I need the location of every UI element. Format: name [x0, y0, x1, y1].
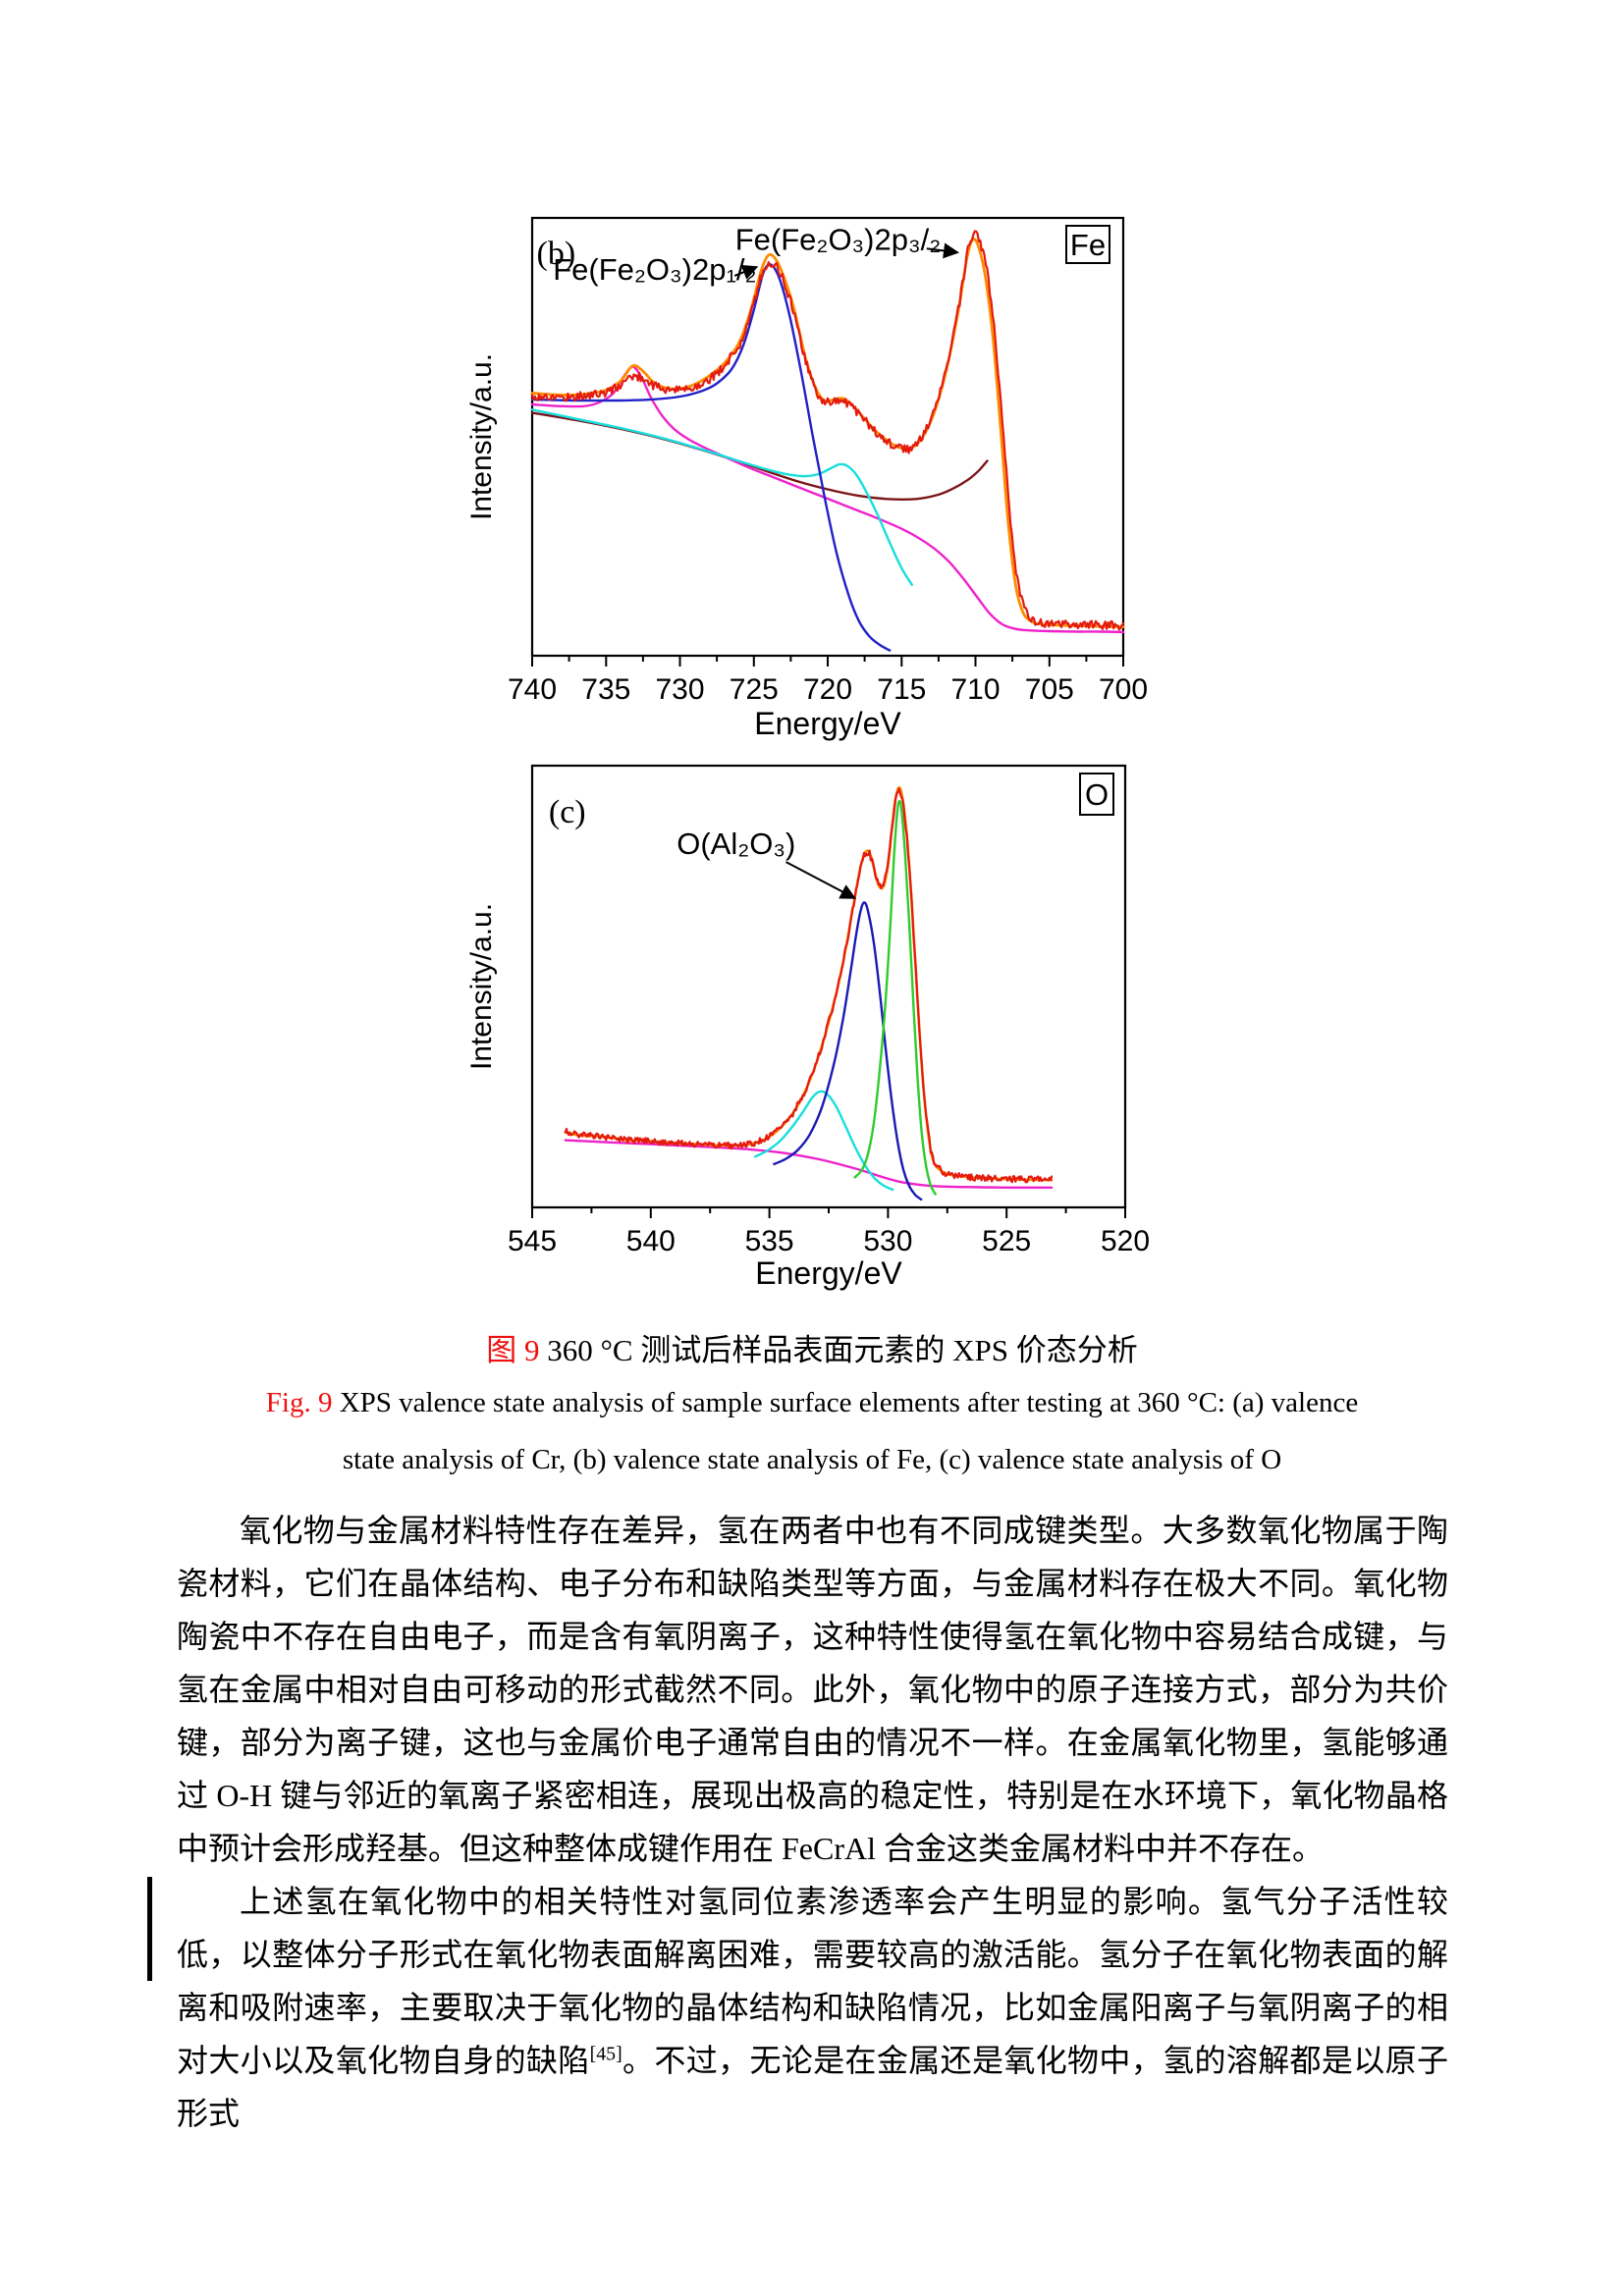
raw-data-line: [564, 787, 1054, 1184]
citation-reference-45: [45]: [589, 2043, 623, 2065]
x-axis-tick-label: 530: [863, 1225, 912, 1257]
element-legend-box: [1079, 773, 1114, 816]
chart-annotation-label: Fe(Fe₂O₃)2p₃/₂: [735, 223, 942, 257]
x-axis-tick-label: 540: [626, 1225, 676, 1257]
plot-border: [530, 764, 1127, 1209]
figure-caption-en-line1: Fig. 9 XPS valence state analysis of sam…: [0, 1384, 1624, 1421]
fit-envelope-line: [564, 786, 1054, 1182]
xps-chart-fe: 740 735 730 725 720 715 710 705 700 Energy/eV Inte…: [465, 216, 1148, 741]
x-axis-tick-label: 520: [1101, 1225, 1149, 1257]
paragraph-hydrogen-permeation: 上述氢在氧化物中的相关特性对氢同位素渗透率会产生明显的影响。氢气分子活性较低，以…: [177, 1875, 1448, 2140]
x-axis-tick-label: 545: [508, 1225, 557, 1257]
x-axis-tick-label: 720: [803, 673, 852, 706]
xps-chart-o: 545 540 535 530 525 520 Energy/eV Intensity/a.u…: [465, 764, 1149, 1291]
x-axis-tick-label: 725: [730, 673, 779, 706]
peak-annotation-arrow: [785, 861, 857, 899]
figure-caption-zh: 图 9 360 °C 测试后样品表面元素的 XPS 价态分析: [0, 1331, 1624, 1370]
x-axis-tick-label: 710: [950, 673, 1000, 706]
y-axis-title: Intensity/a.u.: [465, 353, 498, 520]
figure-caption-en-text: XPS valence state analysis of sample sur…: [332, 1387, 1359, 1418]
fit-envelope-line: [530, 238, 1125, 628]
x-axis-tick-label: 535: [745, 1225, 794, 1257]
chart-annotation-label: (b): [537, 236, 576, 272]
chart-annotation-label: Fe(Fe₂O₃)2p₁/₂: [553, 252, 756, 287]
peak-annotation-arrow: [733, 264, 759, 280]
element-legend-label: Fe: [1070, 228, 1106, 262]
x-axis-tick-label: 525: [982, 1225, 1031, 1257]
satellite-719-line: [530, 408, 913, 586]
fe2p12-component-line: [530, 263, 892, 652]
element-legend-box: [1065, 225, 1110, 264]
background-satellite-733-line: [530, 365, 1125, 634]
al2o3-component-line: [773, 901, 923, 1201]
x-axis-title: Energy/eV: [754, 706, 901, 741]
background-line: [564, 1139, 1054, 1189]
body-text: 氧化物与金属材料特性存在差异，氢在两者中也有不同成键类型。大多数氧化物属于陶瓷材…: [177, 1504, 1448, 2140]
figure-caption-en-line2: state analysis of Cr, (b) valence state …: [342, 1444, 1282, 1475]
x-axis-tick-label: 700: [1099, 673, 1148, 706]
figure-caption-en-label: Fig. 9: [265, 1387, 333, 1418]
x-axis-tick-label: 730: [655, 673, 704, 706]
figure-caption-zh-label: 图 9: [486, 1333, 540, 1367]
x-axis-tick-label: 735: [581, 673, 630, 706]
x-axis-tick-label: 705: [1025, 673, 1074, 706]
revision-change-bar: [147, 1877, 152, 1981]
chart-annotation-label: (c): [549, 794, 586, 830]
paragraph-2-text: 上述氢在氧化物中的相关特性对氢同位素渗透率会产生明显的影响。氢气分子活性较低，以…: [177, 1884, 1448, 2078]
paragraph-2-continuation: 。不过，无论是在金属还是氧化物中，氢的溶解都是以原子形式: [177, 2043, 1448, 2131]
x-axis-tick-label: 715: [877, 673, 926, 706]
raw-data-line: [530, 230, 1125, 631]
x-axis-tick-label: 740: [508, 673, 557, 706]
x-axis-title: Energy/eV: [755, 1255, 902, 1291]
element-legend-label: O: [1085, 777, 1109, 812]
paragraph-oxide-bonding: 氧化物与金属材料特性存在差异，氢在两者中也有不同成键类型。大多数氧化物属于陶瓷材…: [177, 1513, 1448, 1866]
chart-annotation-label: O(Al₂O₃): [677, 827, 795, 861]
peak-annotation-arrow: [926, 242, 959, 259]
figure-caption-zh-text: 360 °C 测试后样品表面元素的 XPS 价态分析: [539, 1333, 1138, 1367]
y-axis-title: Intensity/a.u.: [465, 903, 498, 1070]
background-shirley-line: [530, 411, 989, 502]
lattice-oxide-component-line: [853, 799, 937, 1196]
